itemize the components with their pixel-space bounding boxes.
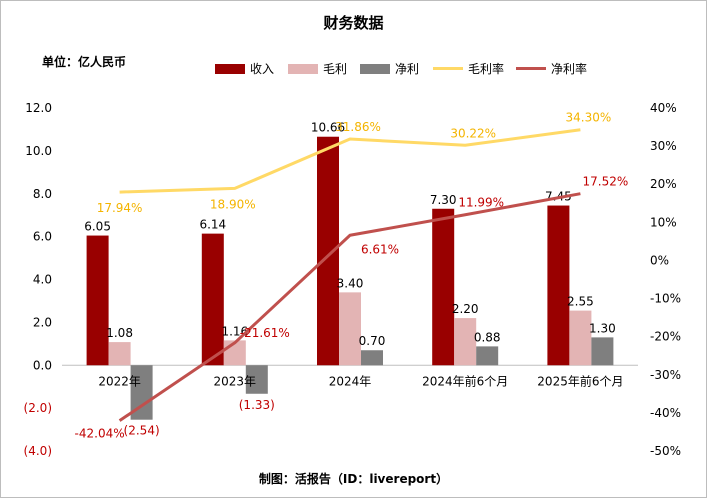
bar-revenue-label: 6.05 bbox=[84, 220, 111, 234]
right-tick-label: 20% bbox=[650, 177, 677, 191]
left-tick-label: 10.0 bbox=[25, 144, 52, 158]
right-tick-label: 10% bbox=[650, 215, 677, 229]
right-tick-label: -10% bbox=[650, 292, 681, 306]
bar-net-label: (2.54) bbox=[124, 424, 160, 438]
left-tick-label: 12.0 bbox=[25, 101, 52, 115]
bar-net-label: 0.70 bbox=[359, 334, 386, 348]
bar-net bbox=[476, 346, 499, 366]
net-rate-label: -42.04% bbox=[75, 427, 125, 441]
net-rate-label: -21.61% bbox=[240, 326, 290, 340]
net-rate-line bbox=[118, 192, 581, 422]
net-rate-label: 6.61% bbox=[361, 242, 399, 256]
category-label: 2024年前6个月 bbox=[422, 373, 508, 388]
legend-net: 净利 bbox=[360, 60, 419, 77]
net-rate-label: 17.52% bbox=[583, 175, 629, 189]
bar-gross-label: 1.08 bbox=[106, 326, 133, 340]
gross-rate-label: 30.22% bbox=[450, 126, 496, 140]
legend-gross-label: 毛利 bbox=[323, 62, 348, 76]
bar-net bbox=[591, 337, 614, 366]
legend-revenue-label: 收入 bbox=[250, 62, 275, 76]
bar-revenue bbox=[432, 208, 455, 366]
bar-net bbox=[130, 365, 153, 420]
gross-rate-label: 17.94% bbox=[97, 201, 143, 215]
bar-gross-label: 3.40 bbox=[337, 276, 364, 290]
right-tick-label: -20% bbox=[650, 330, 681, 344]
legend-net-label: 净利 bbox=[395, 62, 420, 76]
right-tick-label: 30% bbox=[650, 139, 677, 153]
bar-net bbox=[245, 365, 268, 394]
net-rate-label: 11.99% bbox=[458, 196, 504, 210]
left-tick-label: (2.0) bbox=[24, 401, 52, 415]
legend-gross-swatch bbox=[288, 63, 318, 74]
legend-revenue-swatch bbox=[215, 63, 245, 74]
chart-title: 财务数据 bbox=[323, 14, 384, 32]
legend-gross: 毛利 bbox=[288, 60, 347, 77]
right-tick-label: 0% bbox=[650, 253, 669, 267]
legend-gross-rate-line bbox=[433, 67, 463, 70]
legend-net-rate: 净利率 bbox=[516, 60, 587, 77]
right-tick-label: -40% bbox=[650, 406, 681, 420]
legend-gross-rate: 毛利率 bbox=[433, 60, 504, 77]
bar-gross bbox=[108, 342, 131, 366]
bar-gross-label: 2.20 bbox=[452, 302, 479, 316]
bar-gross bbox=[339, 292, 361, 366]
chart-footer: 制图：活报告（ID：livereport） bbox=[258, 472, 449, 486]
left-tick-label: (4.0) bbox=[24, 444, 52, 458]
category-label: 2023年 bbox=[214, 374, 257, 388]
category-label: 2025年前6个月 bbox=[537, 373, 623, 388]
bar-revenue-label: 10.66 bbox=[311, 121, 345, 135]
bar-gross-label: 2.55 bbox=[567, 295, 594, 309]
bar-net-label: (1.33) bbox=[239, 398, 275, 412]
right-tick-label: -50% bbox=[650, 444, 681, 458]
bar-revenue bbox=[547, 205, 570, 366]
right-tick-label: 40% bbox=[650, 101, 677, 115]
bar-revenue bbox=[317, 136, 339, 366]
left-tick-label: 2.0 bbox=[33, 315, 52, 329]
bar-revenue-label: 6.14 bbox=[199, 218, 226, 232]
left-tick-label: 4.0 bbox=[33, 273, 52, 287]
left-tick-label: 8.0 bbox=[33, 187, 52, 201]
left-tick-label: 0.0 bbox=[33, 358, 52, 372]
category-label: 2024年 bbox=[329, 374, 372, 388]
gross-rate-line bbox=[119, 128, 581, 194]
unit-label: 单位：亿人民币 bbox=[42, 55, 127, 69]
bar-revenue-label: 7.30 bbox=[430, 193, 457, 207]
bar-gross bbox=[454, 318, 477, 366]
bar-gross bbox=[569, 310, 592, 366]
gross-rate-label: 31.86% bbox=[335, 120, 381, 134]
bar-net-label: 0.88 bbox=[474, 330, 501, 344]
legend-net-swatch bbox=[360, 63, 390, 74]
bar-revenue bbox=[86, 235, 109, 366]
legend-net-rate-label: 净利率 bbox=[551, 62, 588, 76]
left-tick-label: 6.0 bbox=[33, 230, 52, 244]
legend-revenue: 收入 bbox=[215, 60, 274, 77]
bar-net-label: 1.30 bbox=[589, 321, 616, 335]
bar-revenue bbox=[201, 233, 224, 366]
category-label: 2022年 bbox=[98, 374, 141, 388]
gross-rate-label: 34.30% bbox=[566, 111, 612, 125]
legend-net-rate-line bbox=[516, 67, 546, 70]
legend-gross-rate-label: 毛利率 bbox=[468, 62, 505, 76]
bar-net bbox=[361, 350, 383, 366]
right-tick-label: -30% bbox=[650, 368, 681, 382]
gross-rate-label: 18.90% bbox=[210, 197, 256, 211]
